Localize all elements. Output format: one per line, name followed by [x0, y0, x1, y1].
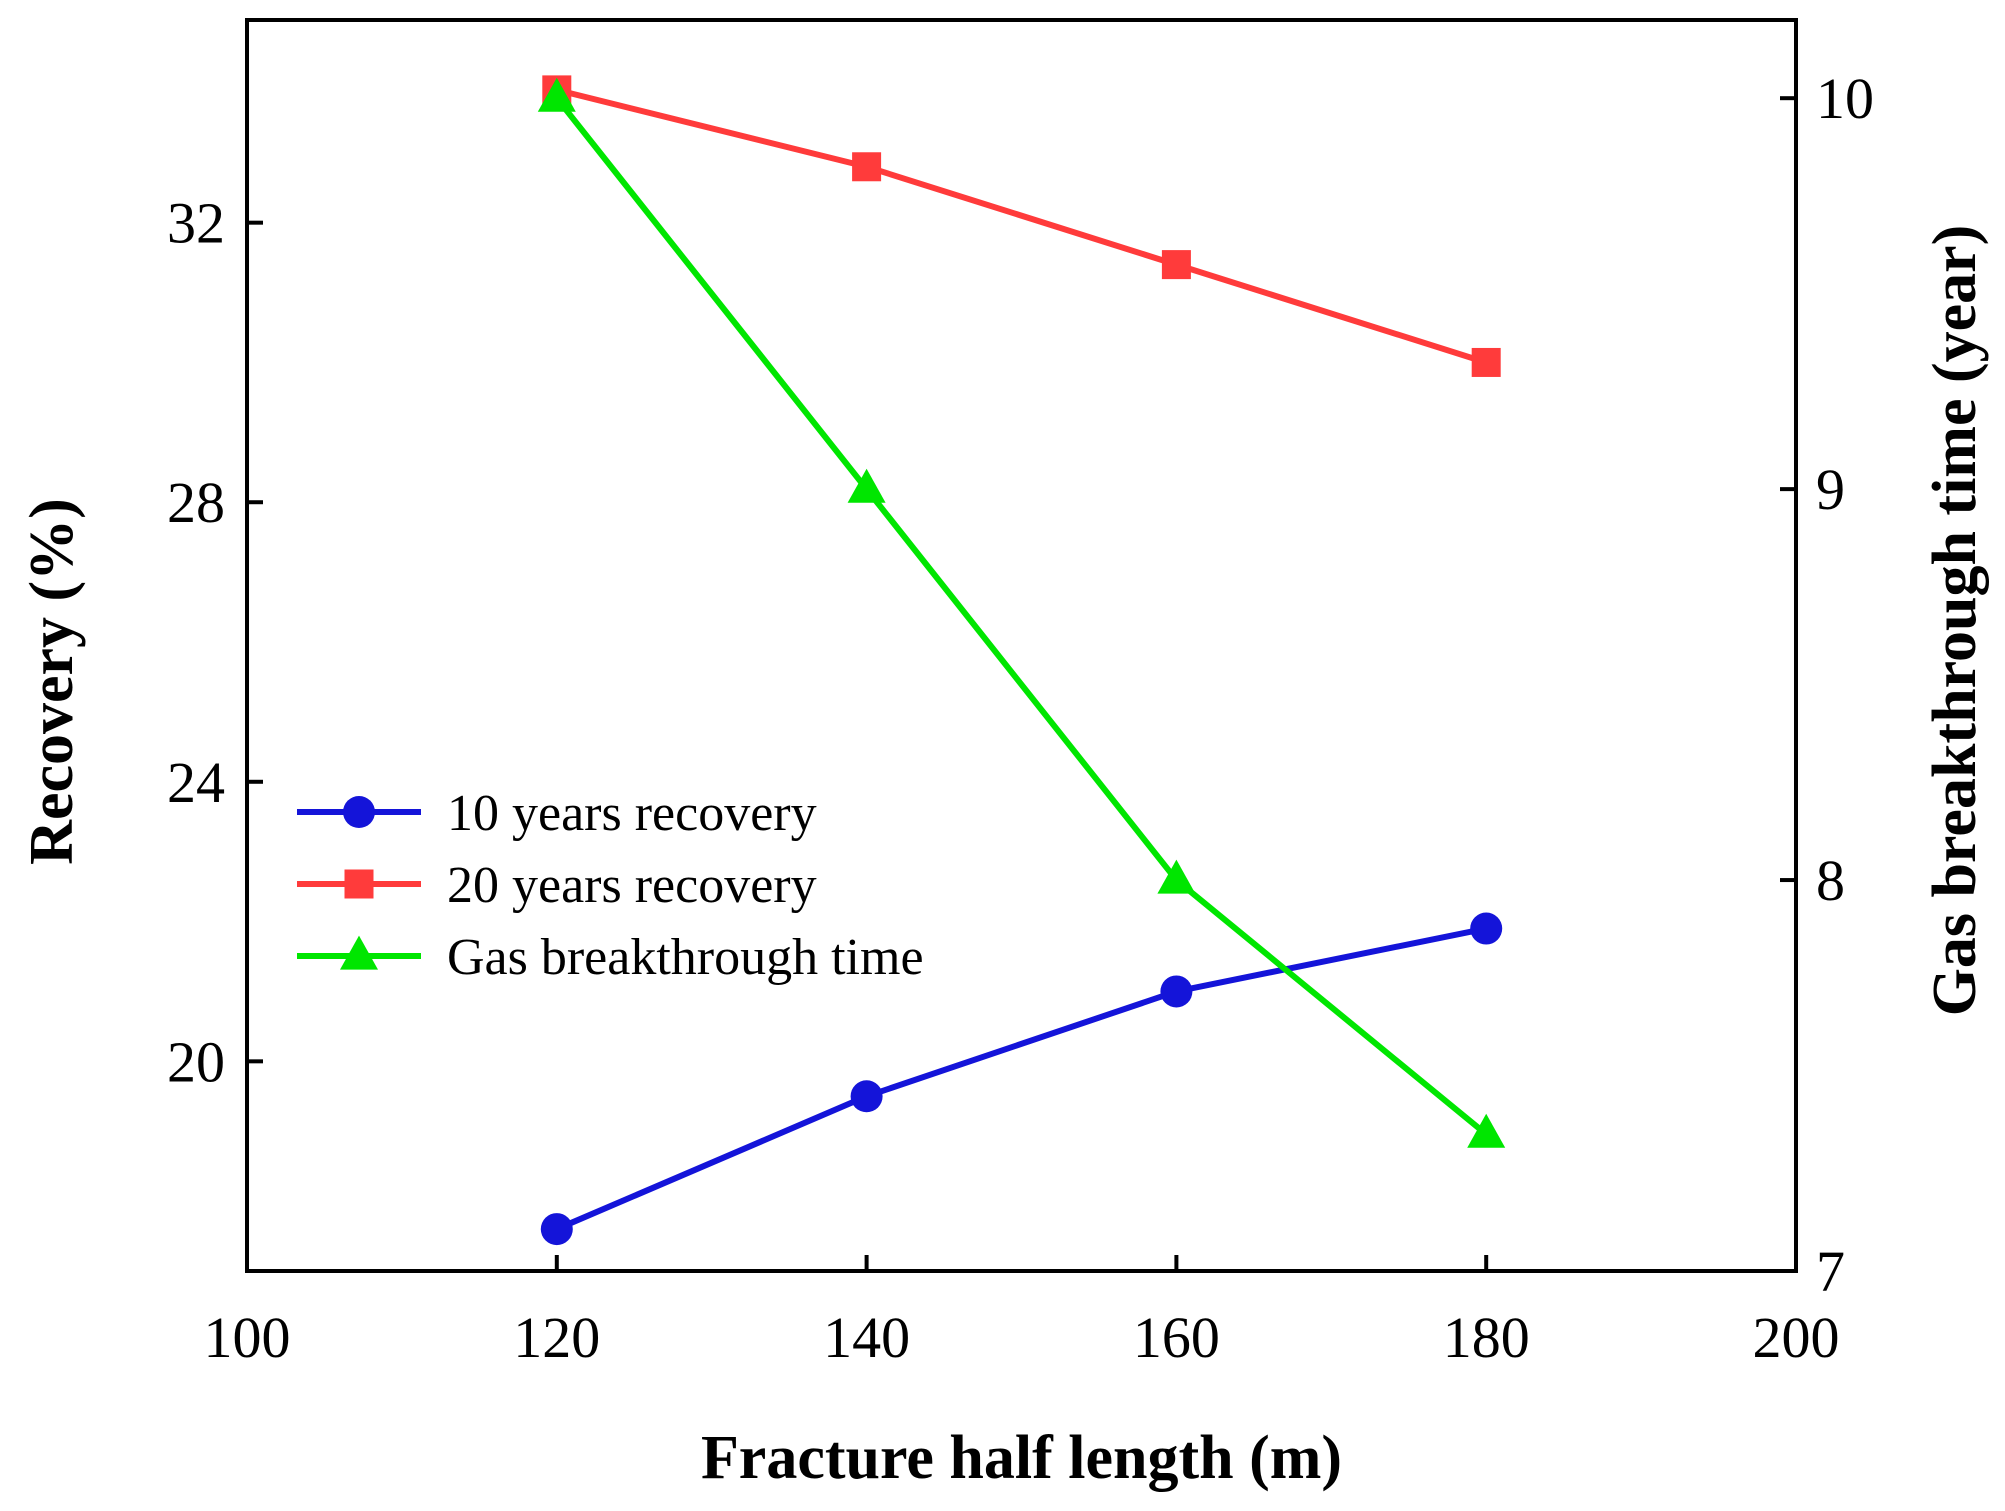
x-tick-label-180: 180	[1443, 1305, 1530, 1370]
x-tick-label-200: 200	[1753, 1305, 1840, 1370]
series-1-point-2	[1161, 250, 1191, 280]
y-tick-label-28: 28	[167, 470, 225, 535]
series-layer	[537, 75, 1506, 1246]
y-tick-label-32: 32	[167, 191, 225, 256]
series-2-point-0	[537, 77, 576, 112]
series-0-point-3	[1470, 912, 1503, 945]
y2-tick-label-8: 8	[1816, 848, 1845, 913]
x-tick-label-100: 100	[204, 1305, 291, 1370]
legend-marker-2	[340, 935, 378, 970]
legend-marker-0	[343, 796, 375, 828]
x-tick-label-160: 160	[1133, 1305, 1220, 1370]
series-1	[542, 75, 1501, 377]
legend-label-1: 20 years recovery	[447, 857, 817, 914]
legend-marker-1	[344, 869, 374, 899]
series-line-1	[556, 86, 1488, 366]
legend-item-2: Gas breakthrough time	[297, 929, 924, 986]
y2-axis-title: Gas breakthrough time (year)	[1921, 225, 1989, 1017]
series-0-point-1	[850, 1080, 883, 1113]
x-tick-label-120: 120	[513, 1305, 600, 1370]
series-0-point-2	[1160, 975, 1193, 1008]
y-axis-title: Recovery (%)	[18, 498, 86, 865]
series-2-point-3	[1467, 1113, 1506, 1148]
x-tick-label-140: 140	[823, 1305, 910, 1370]
series-0	[540, 912, 1503, 1246]
legend-label-0: 10 years recovery	[447, 785, 817, 842]
x-axis-title: Fracture half length (m)	[701, 1424, 1342, 1492]
series-1-point-1	[852, 152, 882, 182]
y2-tick-label-7: 7	[1816, 1239, 1845, 1304]
series-1-point-3	[1471, 347, 1501, 377]
series-2	[537, 77, 1506, 1148]
series-line-0	[555, 925, 1487, 1232]
series-0-point-0	[540, 1213, 573, 1246]
y-tick-label-20: 20	[167, 1029, 225, 1094]
series-2-point-2	[1157, 859, 1196, 894]
legend: 10 years recovery 20 years recovery Gas br…	[297, 785, 924, 986]
y2-tick-label-9: 9	[1816, 457, 1845, 522]
y2-tick-label-10: 10	[1816, 66, 1874, 131]
legend-item-1: 20 years recovery	[297, 857, 817, 914]
y-tick-label-24: 24	[167, 750, 225, 815]
series-2-point-1	[847, 468, 886, 503]
plot-frame	[245, 18, 1798, 1273]
series-line-2	[554, 96, 1489, 1137]
legend-label-2: Gas breakthrough time	[447, 929, 924, 986]
legend-item-0: 10 years recovery	[297, 785, 817, 842]
ticks-layer: 100 120 140 160 180 200 20 24 28 32 7 8 9 10	[167, 66, 1874, 1370]
